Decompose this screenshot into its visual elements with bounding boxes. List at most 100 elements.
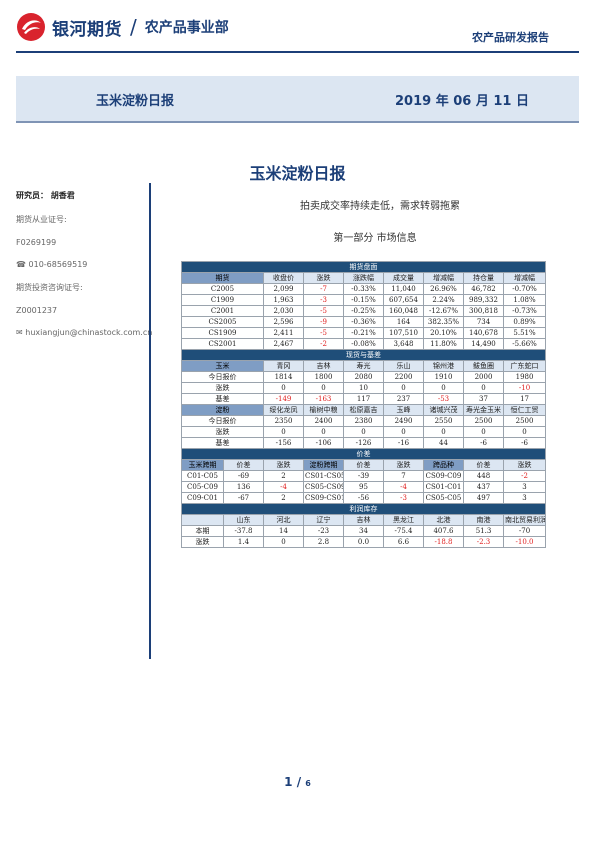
section-title: 第一部分 市场信息 <box>333 233 417 244</box>
table-cell: -10.0 <box>502 536 547 548</box>
table-cell: -16 <box>383 437 424 449</box>
table-cell: 1.4 <box>223 536 264 548</box>
cert-label: 期货从业证号: <box>16 215 67 224</box>
table-cell: -3 <box>383 492 424 504</box>
table-cell: -5.66% <box>502 338 547 350</box>
table-cell: 今日报价 <box>181 371 264 383</box>
table-cell: -0.08% <box>343 338 384 350</box>
table-row: CS2005 2,596 -9 -0.36% 164 382.35% 734 0.89% <box>181 316 547 328</box>
column-header: 价差 <box>223 459 264 471</box>
column-header: 诸城兴茂 <box>423 404 464 416</box>
column-header: 涨跌 <box>502 459 547 471</box>
table-cell: 0 <box>263 536 304 548</box>
header-row: 玉米跨期 价差 涨跌 淀粉跨期 价差 涨跌 跨品种 价差 涨跌 <box>181 459 547 471</box>
table-cell: -67 <box>223 492 264 504</box>
table-cell: -4 <box>383 481 424 493</box>
table-cell: 2,596 <box>263 316 304 328</box>
table-cell: -126 <box>343 437 384 449</box>
column-header: 吉林 <box>343 514 384 526</box>
table-cell: -156 <box>263 437 304 449</box>
column-header: 河北 <box>263 514 304 526</box>
table-row: 基差 -156 -106 -126 -16 44 -6 -6 <box>181 437 547 449</box>
table-cell: -69 <box>223 470 264 482</box>
table-cell: -37.8 <box>223 525 264 537</box>
section-header: 现货与基差 <box>180 349 547 361</box>
table-cell: 0 <box>502 426 547 438</box>
section-header: 利润库存 <box>180 503 547 515</box>
table-row: C1909 1,963 -3 -0.15% 607,654 2.24% 989,332 1.0… <box>181 294 547 306</box>
section-header: 价差 <box>180 448 547 460</box>
table-cell: 448 <box>463 470 504 482</box>
table-cell: 0 <box>423 426 464 438</box>
column-header: 增减幅 <box>502 272 547 284</box>
table-cell: 37 <box>463 393 504 405</box>
table-cell: C2005 <box>181 283 264 295</box>
column-header: 寿光金玉米 <box>463 404 504 416</box>
table-cell: 1814 <box>263 371 304 383</box>
table-cell: 0 <box>463 426 504 438</box>
table-cell: 0 <box>343 426 384 438</box>
table-cell: -0.15% <box>343 294 384 306</box>
column-header: 恒仁工贸 <box>502 404 547 416</box>
table-cell: 136 <box>223 481 264 493</box>
table-cell: 6.6 <box>383 536 424 548</box>
table-cell: -0.73% <box>502 305 547 317</box>
section-header-row: 期货盘面 <box>180 261 547 273</box>
table-cell: 2550 <box>423 415 464 427</box>
advisor-label: 期货投资咨询证号: <box>16 283 83 292</box>
table-cell: 26.96% <box>423 283 464 295</box>
header-row: 玉米 青冈 吉林 寿光 乐山 锦州港 鲅鱼圈 广东蛇口 <box>181 360 547 372</box>
column-header: 辽宁 <box>303 514 344 526</box>
author-sidebar: 研究员： 胡香君 期货从业证号: F0269199 ☎ 010-68569519… <box>16 190 153 350</box>
table-cell: 160,048 <box>383 305 424 317</box>
table-cell: CS05-CS09 <box>303 481 344 493</box>
table-cell: 989,332 <box>463 294 504 306</box>
table-cell: 涨跌 <box>181 536 224 548</box>
column-header: 涨跌 <box>263 459 304 471</box>
table-cell: -149 <box>263 393 304 405</box>
table-cell: -12.67% <box>423 305 464 317</box>
table-cell: 0 <box>383 426 424 438</box>
table-cell: 3 <box>502 481 547 493</box>
section-header-row: 价差 <box>180 448 547 460</box>
table-cell: -53 <box>423 393 464 405</box>
column-header: 涨跌 <box>303 272 344 284</box>
table-cell: -163 <box>303 393 344 405</box>
table-cell: 2,099 <box>263 283 304 295</box>
column-header: 涨跌幅 <box>343 272 384 284</box>
column-header: 山东 <box>223 514 264 526</box>
table-cell: 2 <box>263 492 304 504</box>
table-row: 今日报价 2350 2400 2380 2490 2550 2500 2500 <box>181 415 547 427</box>
table-cell: 44 <box>423 437 464 449</box>
email[interactable]: ✉ huxiangjun@chinastock.com.cn <box>16 328 153 337</box>
table-cell: 2 <box>263 470 304 482</box>
table-cell: -56 <box>343 492 384 504</box>
table-cell: 7 <box>383 470 424 482</box>
table-cell: C1909 <box>181 294 264 306</box>
advisor-number: Z0001237 <box>16 306 58 315</box>
table-cell: CS01-C01 <box>423 481 464 493</box>
table-cell: 34 <box>343 525 384 537</box>
table-cell: 1980 <box>502 371 547 383</box>
table-cell: -0.33% <box>343 283 384 295</box>
table-cell: 95 <box>343 481 384 493</box>
table-cell: 2500 <box>502 415 547 427</box>
table-cell: -7 <box>303 283 344 295</box>
table-cell: 3,648 <box>383 338 424 350</box>
table-cell: 0.0 <box>343 536 384 548</box>
table-cell: C01-C05 <box>181 470 224 482</box>
company-logo: 银河期货 / 农产品事业部 <box>16 12 229 42</box>
table-cell: 2200 <box>383 371 424 383</box>
page-title: 玉米淀粉日报 <box>249 164 346 183</box>
band-title: 玉米淀粉日报 <box>96 94 175 109</box>
table-row: C05-C09 136 -4 CS05-CS09 95 -4 CS01-C01 437 3 <box>181 481 547 493</box>
table-cell: CS2001 <box>181 338 264 350</box>
table-row: C2005 2,099 -7 -0.33% 11,040 26.96% 46,782 -0.7… <box>181 283 547 295</box>
sidebar-divider <box>149 183 151 659</box>
column-header: 玉峰 <box>383 404 424 416</box>
column-header: 鲅鱼圈 <box>463 360 504 372</box>
table-cell: CS09-CS01 <box>303 492 344 504</box>
title-band: 玉米淀粉日报 2019 年 06 月 11 日 <box>16 76 579 123</box>
table-cell: 20.10% <box>423 327 464 339</box>
cert-number: F0269199 <box>16 238 57 247</box>
